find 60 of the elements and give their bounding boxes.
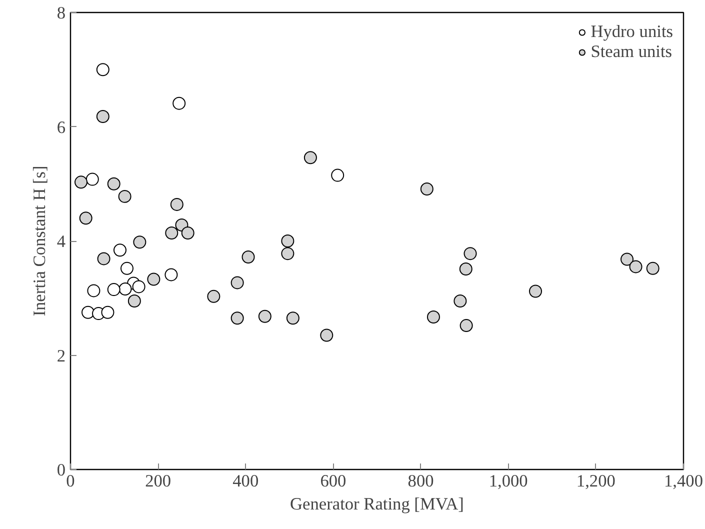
point: [165, 226, 178, 240]
point: [454, 294, 467, 308]
x-tick-label: 800: [408, 472, 434, 490]
point: [464, 247, 477, 260]
point: [128, 294, 141, 308]
point: [86, 172, 99, 186]
x-tick-label: 400: [232, 472, 259, 490]
y-tick-label: 8: [56, 4, 66, 22]
point: [101, 306, 114, 319]
point: [331, 168, 344, 182]
point: [320, 328, 334, 342]
y-axis-title: Inertia Constant H [s]: [30, 166, 49, 316]
point: [460, 319, 473, 332]
x-tick-label: 200: [145, 472, 172, 490]
point: [120, 262, 134, 275]
x-axis-title: Generator Rating [MVA]: [290, 494, 464, 514]
point: [646, 262, 660, 275]
point: [170, 198, 184, 211]
point: [304, 151, 317, 164]
point: [113, 244, 126, 257]
point: [286, 312, 300, 325]
x-tick-label: 1,200: [576, 472, 616, 490]
point: [74, 176, 88, 189]
legend-label: Steam units: [590, 42, 672, 62]
x-tick-label: 1,000: [488, 472, 528, 490]
point: [96, 63, 110, 76]
point: [107, 177, 120, 190]
point: [172, 96, 186, 110]
point: [281, 234, 294, 248]
point: [79, 212, 92, 225]
point: [147, 272, 160, 286]
y-tick-label: 2: [56, 346, 66, 366]
point: [181, 226, 194, 240]
point: [118, 282, 132, 296]
point: [242, 250, 255, 264]
point: [529, 284, 542, 298]
point: [459, 262, 472, 276]
point: [230, 312, 244, 325]
point: [164, 268, 178, 282]
point: [281, 247, 294, 260]
point: [426, 310, 440, 324]
y-tick-label: 4: [56, 232, 66, 251]
point: [118, 190, 132, 203]
point: [629, 260, 642, 274]
point: [97, 252, 110, 266]
point: [132, 280, 146, 294]
point: [230, 276, 244, 290]
point: [133, 236, 146, 249]
legend-label: Hydro units: [590, 22, 673, 42]
point: [420, 182, 434, 196]
point: [96, 110, 110, 123]
y-tick-label: 6: [56, 118, 66, 137]
point: [87, 284, 100, 298]
x-tick-label: 600: [320, 472, 346, 490]
point: [620, 252, 634, 266]
point: [207, 290, 220, 303]
x-tick-label: 1,400: [664, 472, 704, 490]
point: [82, 306, 95, 319]
point: [258, 310, 272, 323]
point: [107, 283, 120, 296]
